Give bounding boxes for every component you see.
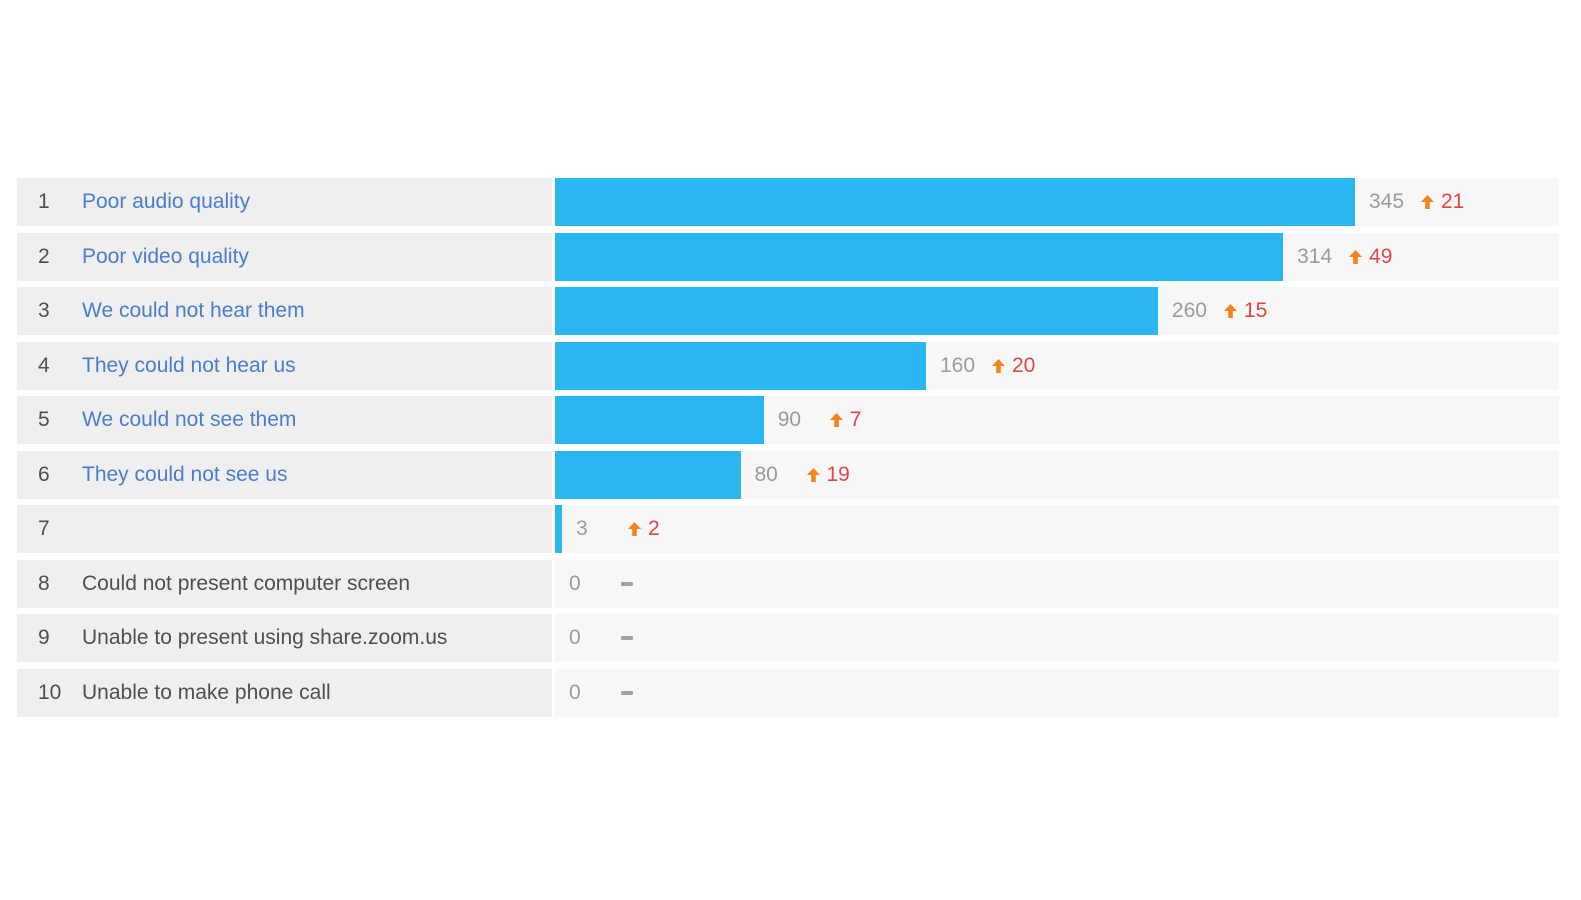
delta-indicator [621, 690, 633, 695]
row-label[interactable]: Poor video quality [82, 244, 249, 268]
table-row: 4 They could not hear us 160 20 [17, 341, 1559, 390]
row-label-cell: 7 [17, 505, 552, 553]
value-bar[interactable] [555, 396, 764, 444]
delta-indicator [621, 581, 633, 586]
delta-indicator: 2 [627, 517, 660, 541]
table-row: 8 Could not present computer screen 0 [17, 559, 1559, 608]
up-arrow-icon [992, 358, 1005, 373]
row-rank: 9 [38, 626, 50, 649]
delta-indicator: 20 [992, 354, 1035, 378]
row-rank: 1 [38, 190, 50, 213]
row-label[interactable]: They could not hear us [82, 353, 296, 377]
value-label: 3 [575, 517, 588, 540]
row-bar-cell: 314 49 [555, 232, 1559, 281]
table-row: 6 They could not see us 80 19 [17, 450, 1559, 499]
no-change-dash-icon [621, 636, 633, 640]
row-bar-cell: 90 7 [555, 396, 1559, 444]
row-bar-cell: 0 [555, 668, 1559, 717]
value-bar[interactable] [555, 287, 1158, 335]
row-rank: 7 [38, 517, 50, 540]
value-bar[interactable] [555, 450, 741, 499]
row-label-cell: 5 We could not see them [17, 396, 552, 444]
value-bar[interactable] [555, 505, 562, 553]
row-label-cell: 10 Unable to make phone call [17, 668, 552, 717]
delta-value: 15 [1243, 299, 1268, 322]
up-arrow-icon [1349, 249, 1363, 264]
up-arrow-icon [806, 467, 820, 482]
table-row: 9 Unable to present using share.zoom.us 0 [17, 614, 1559, 662]
delta-indicator: 49 [1349, 245, 1392, 269]
delta-value: 49 [1369, 244, 1393, 268]
delta-indicator: 15 [1223, 299, 1268, 323]
row-rank: 5 [38, 408, 50, 431]
row-bar-cell: 345 21 [555, 178, 1559, 226]
table-row: 10 Unable to make phone call 0 [17, 668, 1559, 717]
row-rank: 8 [38, 571, 50, 595]
row-label[interactable]: They could not see us [82, 462, 288, 486]
value-bar[interactable] [555, 178, 1355, 226]
row-label: Unable to present using share.zoom.us [82, 626, 448, 649]
value-label: 260 [1171, 299, 1207, 322]
row-label-cell: 4 They could not hear us [17, 341, 552, 390]
no-change-dash-icon [621, 690, 633, 695]
row-bar-cell: 160 20 [555, 341, 1559, 390]
row-label: Could not present computer screen [82, 571, 411, 595]
value-label: 90 [777, 408, 802, 431]
row-label[interactable]: We could not hear them [82, 299, 305, 322]
delta-indicator: 7 [829, 408, 862, 432]
row-label-cell: 2 Poor video quality [17, 232, 552, 281]
delta-value: 20 [1012, 353, 1036, 377]
row-label-cell: 1 Poor audio quality [17, 178, 552, 226]
row-bar-cell: 0 [555, 614, 1559, 662]
delta-indicator: 21 [1421, 190, 1464, 214]
up-arrow-icon [829, 413, 843, 427]
value-label: 314 [1297, 244, 1333, 268]
delta-value: 2 [647, 517, 660, 540]
row-label: Unable to make phone call [82, 680, 331, 704]
value-bar[interactable] [555, 341, 926, 390]
row-rank: 2 [38, 244, 50, 268]
row-rank: 3 [38, 299, 50, 322]
value-label: 0 [569, 680, 581, 704]
value-label: 0 [569, 626, 581, 649]
table-row: 1 Poor audio quality 345 21 [17, 178, 1559, 226]
no-change-dash-icon [621, 581, 633, 586]
bar-table: 1 Poor audio quality 345 21 2 Poor video qual… [17, 178, 1559, 723]
row-label-cell: 8 Could not present computer screen [17, 559, 552, 608]
row-label-cell: 6 They could not see us [17, 450, 552, 499]
up-arrow-icon [1421, 195, 1434, 209]
row-rank: 4 [38, 353, 50, 377]
row-label-cell: 9 Unable to present using share.zoom.us [17, 614, 552, 662]
row-rank: 6 [38, 462, 50, 486]
delta-indicator [621, 636, 633, 640]
up-arrow-icon [1223, 304, 1237, 318]
value-label: 80 [754, 462, 778, 486]
row-rank: 10 [38, 680, 62, 704]
row-bar-cell: 80 19 [555, 450, 1559, 499]
delta-value: 21 [1441, 190, 1465, 213]
table-row: 5 We could not see them 90 7 [17, 396, 1559, 444]
row-bar-cell: 260 15 [555, 287, 1559, 335]
delta-indicator: 19 [806, 462, 850, 487]
delta-value: 19 [826, 462, 850, 486]
up-arrow-icon [627, 522, 641, 536]
table-row: 3 We could not hear them 260 15 [17, 287, 1559, 335]
row-bar-cell: 0 [555, 559, 1559, 608]
row-label-cell: 3 We could not hear them [17, 287, 552, 335]
row-label[interactable]: We could not see them [82, 408, 297, 431]
delta-value: 7 [849, 408, 862, 431]
row-label[interactable]: Poor audio quality [82, 190, 251, 213]
value-label: 345 [1369, 190, 1405, 213]
table-row: 2 Poor video quality 314 49 [17, 232, 1559, 281]
value-label: 160 [940, 353, 976, 377]
value-bar[interactable] [555, 232, 1284, 281]
value-label: 0 [569, 571, 581, 595]
